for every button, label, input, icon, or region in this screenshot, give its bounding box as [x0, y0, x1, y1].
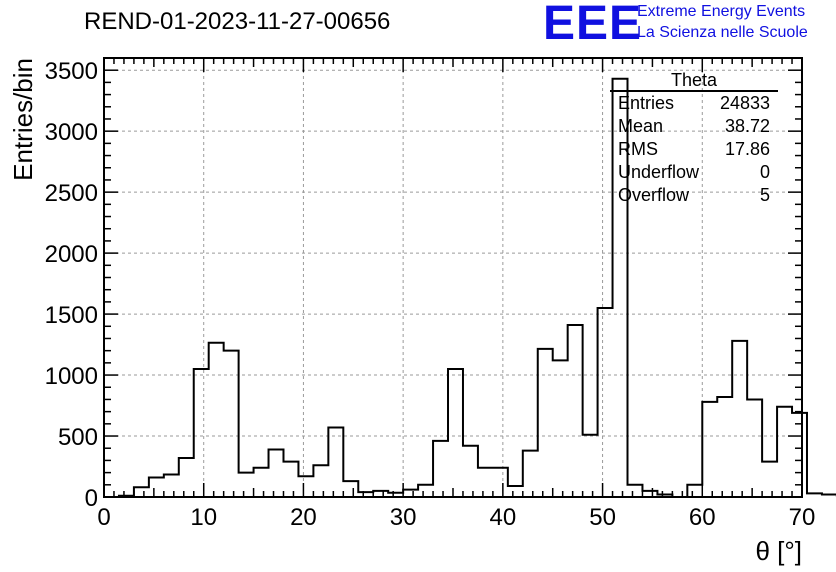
y-tick-label: 500 — [58, 424, 98, 451]
histogram-bin — [553, 360, 568, 497]
stats-row-entries: Entries 24833 — [610, 92, 778, 115]
histogram-bin — [328, 427, 343, 497]
axis-layer: 0 10 20 30 40 50 60 700500100015002000250030003… — [45, 57, 816, 531]
histogram-bin — [343, 481, 358, 497]
histogram-bin — [269, 449, 284, 497]
histogram-bin — [224, 351, 239, 497]
x-tick-label: 50 — [589, 504, 616, 531]
logo-caption-line1: Extreme Energy Events — [637, 3, 806, 20]
histogram-bin — [254, 468, 269, 497]
histogram-bin — [568, 325, 583, 497]
histogram-bin — [448, 369, 463, 497]
x-tick-label: 10 — [190, 504, 217, 531]
histogram-bin — [508, 486, 523, 497]
histogram-bin — [732, 341, 747, 497]
y-tick-label: 3000 — [45, 119, 98, 146]
stats-label: Entries — [618, 93, 675, 113]
stats-row-rms: RMS 17.86 — [610, 138, 778, 161]
stats-value: 38.72 — [724, 116, 770, 136]
histogram-bin — [822, 495, 836, 497]
x-axis-label: θ [°] — [755, 536, 802, 566]
histogram-bin — [523, 451, 538, 497]
histogram-bin — [702, 402, 717, 497]
histogram-bin — [239, 473, 254, 497]
histogram-bin — [209, 343, 224, 497]
grid-layer — [104, 58, 802, 497]
histogram-bin — [687, 485, 702, 497]
histogram-bin — [179, 458, 194, 497]
y-tick-label: 1000 — [45, 363, 98, 390]
stats-row-mean: Mean 38.72 — [610, 115, 778, 138]
histogram-bin — [747, 399, 762, 497]
stats-value: 5 — [759, 185, 770, 205]
histogram-bin — [463, 446, 478, 497]
stats-value: 17.86 — [724, 139, 770, 159]
histogram-bin — [194, 369, 209, 497]
histogram-bin — [134, 487, 149, 497]
chart-title: REND-01-2023-11-27-00656 — [84, 8, 391, 35]
histogram-bin — [298, 476, 313, 497]
histogram-bin — [538, 349, 553, 497]
histogram-bin — [628, 485, 643, 497]
histogram-bin — [762, 462, 777, 497]
x-tick-label: 0 — [97, 504, 110, 531]
stats-label: Mean — [618, 116, 664, 136]
y-tick-label: 0 — [85, 485, 98, 512]
stats-row-overflow: Overflow 5 — [610, 184, 778, 207]
histogram-series — [117, 77, 836, 498]
stats-box: Theta Entries 24833 Mean 38.72 RMS 17.86… — [610, 70, 778, 207]
y-tick-label: 1500 — [45, 302, 98, 329]
histogram-bin — [313, 465, 328, 497]
y-tick-label: 2500 — [45, 180, 98, 207]
histogram-bin — [403, 490, 418, 497]
histogram-bin — [433, 441, 448, 497]
histogram-bin — [283, 462, 298, 497]
stats-label: RMS — [618, 139, 658, 159]
y-tick-label: 3500 — [45, 58, 98, 85]
histogram-bin — [717, 397, 732, 497]
eee-logo: EEE — [543, 0, 643, 50]
stats-row-underflow: Underflow 0 — [610, 161, 778, 184]
histogram-layer — [117, 77, 836, 498]
stats-title: Theta — [610, 70, 778, 92]
histogram-bin — [418, 485, 433, 497]
x-tick-label: 40 — [490, 504, 517, 531]
stats-value: 0 — [759, 162, 770, 182]
histogram-bin — [149, 477, 164, 497]
logo-caption-line2: La Scienza nelle Scuole — [637, 24, 808, 41]
stats-value: 24833 — [719, 93, 770, 113]
stats-label: Underflow — [618, 162, 700, 182]
stats-label: Overflow — [618, 185, 690, 205]
x-tick-label: 70 — [789, 504, 816, 531]
histogram-bin — [777, 407, 792, 497]
histogram-bin — [598, 308, 613, 497]
histogram-bin — [478, 468, 493, 497]
histogram-bin — [807, 493, 822, 497]
histogram-bin — [583, 435, 598, 497]
x-tick-label: 20 — [290, 504, 317, 531]
y-axis-label: Entries/bin — [8, 58, 38, 181]
histogram-bin — [164, 474, 179, 497]
y-tick-label: 2000 — [45, 241, 98, 268]
x-tick-label: 60 — [689, 504, 716, 531]
x-tick-label: 30 — [390, 504, 417, 531]
histogram-bin — [493, 468, 508, 497]
